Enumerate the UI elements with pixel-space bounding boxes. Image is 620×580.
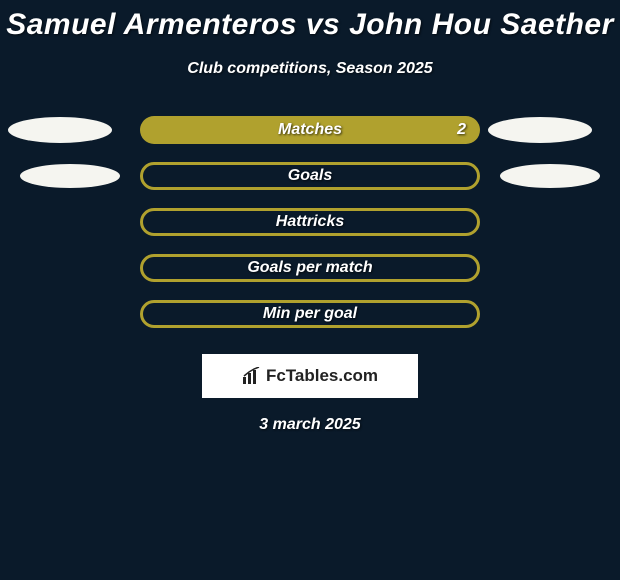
right-value-ellipse [488,117,592,143]
stat-bar: Goals [140,162,480,190]
stat-value-right: 2 [457,121,466,139]
left-value-ellipse [20,164,120,188]
stat-bar: Matches 2 [140,116,480,144]
stat-label: Goals per match [247,259,372,277]
page-title: Samuel Armenteros vs John Hou Saether [0,0,620,42]
stat-row: Goals per match [0,254,620,282]
stat-row: Matches 2 [0,116,620,144]
chart-icon [242,367,262,385]
stat-bar: Hattricks [140,208,480,236]
stat-row: Min per goal [0,300,620,328]
footer-logo-text: FcTables.com [266,366,378,386]
footer-date: 3 march 2025 [0,416,620,434]
stat-label: Goals [288,167,332,185]
stat-row: Goals [0,162,620,190]
subtitle: Club competitions, Season 2025 [0,60,620,78]
left-value-ellipse [8,117,112,143]
comparison-rows: Matches 2 Goals Hattricks Goals per match Min… [0,116,620,328]
stat-bar: Goals per match [140,254,480,282]
right-value-ellipse [500,164,600,188]
stat-label: Min per goal [263,305,357,323]
stat-label: Matches [278,121,342,139]
footer-logo: FcTables.com [202,354,418,398]
stat-row: Hattricks [0,208,620,236]
stat-bar: Min per goal [140,300,480,328]
stat-label: Hattricks [276,213,344,231]
